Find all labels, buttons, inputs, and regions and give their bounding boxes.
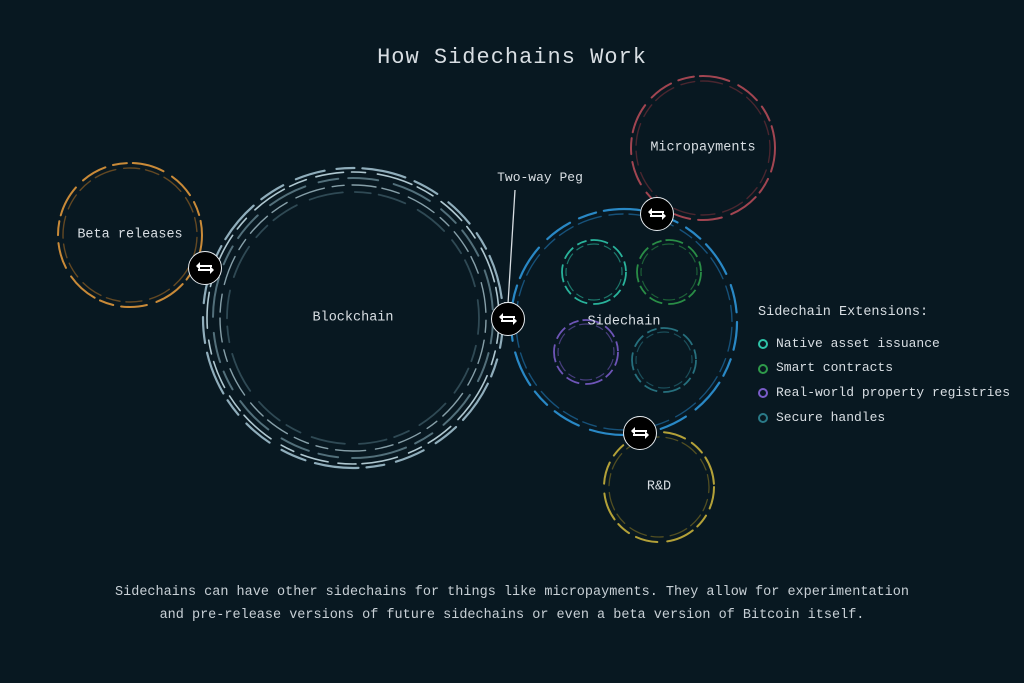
legend-header: Sidechain Extensions: [758,300,1010,326]
peg-label: Two-way Peg [497,170,583,185]
two-way-peg-icon [623,416,657,450]
two-way-peg-icon [188,251,222,285]
legend-label: Native asset issuance [776,332,940,357]
label-rnd: R&D [647,480,671,495]
two-way-peg-icon [491,302,525,336]
legend-label: Secure handles [776,406,885,431]
legend-dot-icon [758,388,768,398]
legend: Sidechain Extensions: Native asset issua… [758,300,1010,430]
caption: Sidechains can have other sidechains for… [0,582,1024,628]
legend-dot-icon [758,413,768,423]
legend-item-registry: Real-world property registries [758,381,1010,406]
label-beta: Beta releases [77,228,182,243]
caption-line2: and pre-release versions of future sidec… [160,608,865,623]
label-micropayments: Micropayments [650,141,755,156]
legend-item-native: Native asset issuance [758,332,1010,357]
legend-label: Smart contracts [776,356,893,381]
label-sidechain: Sidechain [588,315,661,330]
legend-item-smart: Smart contracts [758,356,1010,381]
legend-label: Real-world property registries [776,381,1010,406]
legend-item-secure: Secure handles [758,406,1010,431]
legend-dot-icon [758,364,768,374]
label-blockchain: Blockchain [312,311,393,326]
two-way-peg-icon [640,197,674,231]
caption-line1: Sidechains can have other sidechains for… [115,585,909,600]
legend-dot-icon [758,339,768,349]
